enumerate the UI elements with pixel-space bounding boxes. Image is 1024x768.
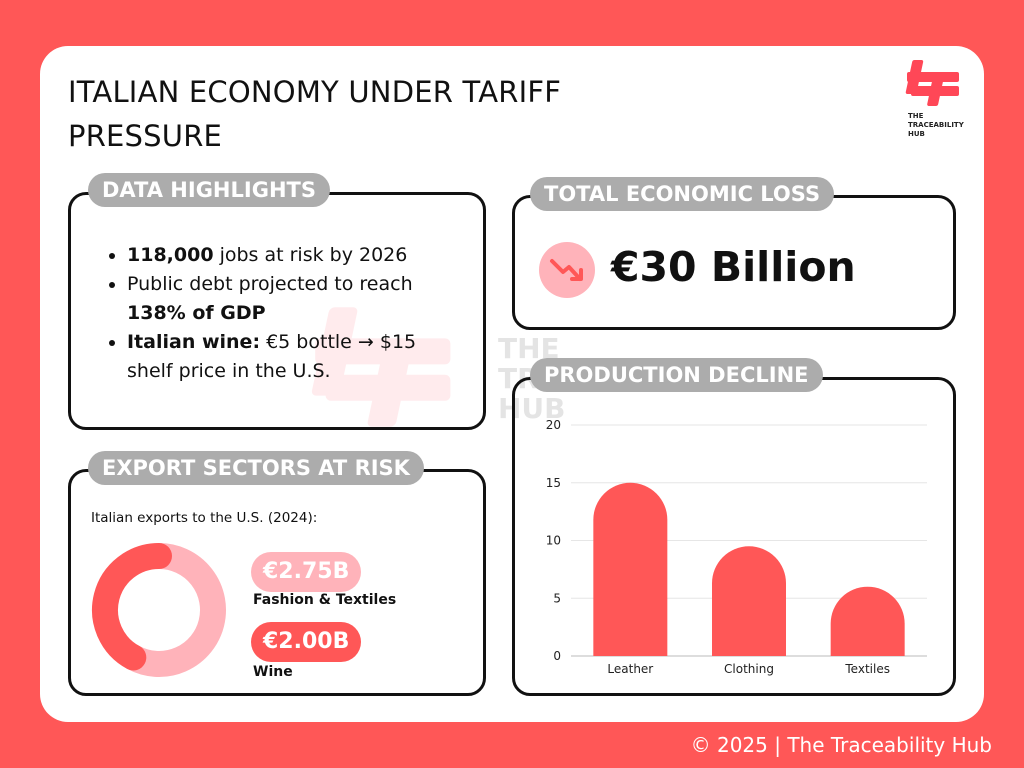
fashion-sector-label: Fashion & Textiles: [253, 592, 397, 608]
y-tick-label: 0: [553, 649, 561, 663]
highlights-list: 118,000 jobs at risk by 2026 Public debt…: [101, 241, 467, 386]
exports-subtitle: Italian exports to the U.S. (2024):: [91, 510, 318, 526]
bar-clothing: [712, 546, 786, 656]
highlight-debt: Public debt projected to reach 138% of G…: [127, 270, 467, 328]
y-tick-label: 5: [553, 591, 561, 605]
production-bar-chart: 0 5 10 15 20 Leather Clothing Textiles: [546, 418, 927, 676]
total-loss-heading: TOTAL ECONOMIC LOSS: [530, 177, 835, 211]
total-loss-panel: €30 Billion: [512, 195, 956, 330]
traceability-hub-logo-icon: [905, 60, 959, 106]
production-decline-heading: PRODUCTION DECLINE: [530, 358, 823, 392]
total-loss-value: €30 Billion: [611, 243, 856, 291]
export-sectors-heading: EXPORT SECTORS AT RISK: [88, 451, 424, 485]
y-tick-label: 20: [546, 418, 561, 432]
y-tick-label: 10: [546, 534, 561, 548]
export-sectors-panel: Italian exports to the U.S. (2024): €2.7…: [68, 469, 486, 696]
wine-sector-label: Wine: [253, 664, 293, 680]
x-tick-label: Clothing: [724, 662, 774, 676]
footer-credit: © 2025 | The Traceability Hub: [690, 733, 992, 757]
highlight-wine-label: Italian wine:: [127, 331, 261, 353]
exports-donut-chart: [92, 543, 226, 677]
x-tick-label: Textiles: [844, 662, 890, 676]
highlight-jobs-text: jobs at risk by 2026: [213, 244, 408, 266]
infographic-card: ITALIAN ECONOMY UNDER TARIFF PRESSURE TH…: [40, 46, 984, 722]
logo-text-line: THE: [908, 112, 924, 120]
page-title: ITALIAN ECONOMY UNDER TARIFF PRESSURE: [68, 75, 562, 153]
highlight-jobs: 118,000 jobs at risk by 2026: [127, 241, 467, 270]
logo-wordmark: THE TRACEABILITY HUB: [908, 112, 978, 139]
logo-text-line: HUB: [908, 130, 925, 138]
highlight-wine: Italian wine: €5 bottle → $15 shelf pric…: [127, 328, 467, 386]
donut-segments: [92, 543, 226, 677]
wine-value-badge: €2.00B: [251, 622, 362, 662]
highlight-debt-text: Public debt projected to reach: [127, 273, 413, 295]
watermark-logo-icon: [311, 307, 451, 427]
data-highlights-panel: 118,000 jobs at risk by 2026 Public debt…: [68, 192, 486, 430]
fashion-value-badge: €2.75B: [251, 552, 362, 592]
highlight-debt-value: 138% of GDP: [127, 302, 266, 324]
watermark-line: HUB: [498, 392, 566, 425]
donut-segment-1: [92, 543, 172, 671]
data-highlights-heading: DATA HIGHLIGHTS: [88, 173, 330, 207]
bar-leather: [593, 482, 668, 656]
bar-textiles: [830, 586, 905, 656]
donut-segment-0: [120, 543, 226, 677]
logo-text-line: TRACEABILITY: [908, 121, 964, 129]
y-tick-label: 15: [546, 476, 561, 490]
trending-down-icon: [539, 242, 595, 298]
x-tick-label: Leather: [607, 662, 653, 676]
highlight-jobs-number: 118,000: [127, 244, 214, 266]
production-decline-panel: 0 5 10 15 20 Leather Clothing Textiles: [512, 377, 956, 696]
highlight-wine-text: €5 bottle → $15 shelf price in the U.S.: [127, 331, 417, 382]
